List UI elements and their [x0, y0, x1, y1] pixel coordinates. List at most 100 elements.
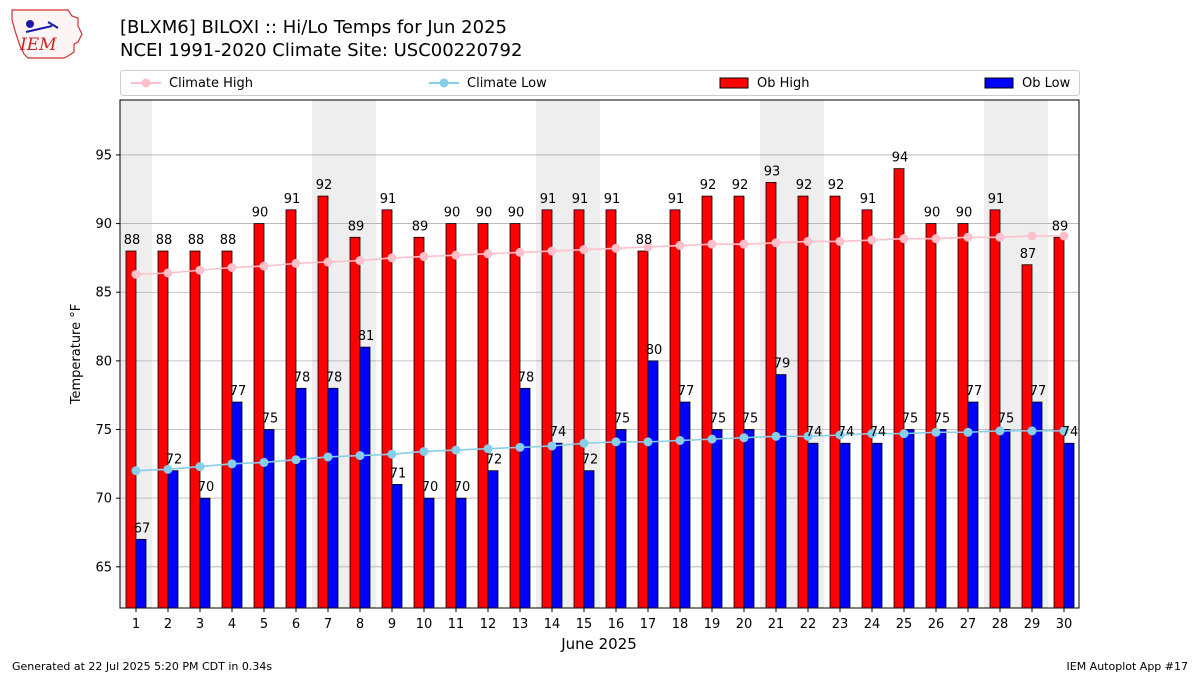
climate-high-point — [419, 252, 429, 262]
ob-low-value-label: 77 — [230, 384, 247, 399]
climate-high-point — [579, 245, 589, 255]
climate-high-point — [483, 249, 493, 259]
climate-lines — [131, 231, 1069, 476]
ob-high-value-label: 92 — [316, 178, 333, 193]
ob-low-value-label: 77 — [966, 384, 983, 399]
ob-high-value-label: 92 — [700, 178, 717, 193]
x-tick-label: 26 — [928, 617, 945, 632]
plot-frame — [119, 99, 1080, 609]
climate-high-point — [835, 236, 845, 246]
climate-low-point — [451, 445, 461, 455]
legend-label-climate-high: Climate High — [169, 75, 254, 91]
x-tick-label: 16 — [608, 617, 625, 632]
ob-high-bar — [861, 209, 873, 609]
ob-low-value-label: 72 — [486, 453, 503, 468]
ob-low-value-label: 70 — [198, 480, 215, 495]
ob-high-bar — [829, 195, 841, 609]
climate-low-point — [227, 459, 237, 469]
x-tick-label: 10 — [416, 617, 433, 632]
ob-high-value-label: 88 — [188, 233, 205, 248]
ob-high-value-label: 88 — [156, 233, 173, 248]
logo-text: IEM — [19, 35, 57, 55]
ob-low-bar — [359, 346, 371, 609]
x-tick-label: 2 — [164, 617, 172, 632]
climate-low-point — [259, 457, 269, 467]
climate-low-point — [771, 431, 781, 441]
ob-low-bar — [391, 484, 403, 609]
x-tick-label: 30 — [1056, 617, 1073, 632]
climate-high-point — [675, 241, 685, 251]
chart-title: [BLXM6] BILOXI :: Hi/Lo Temps for Jun 20… — [120, 17, 507, 38]
ob-high-bar — [477, 223, 489, 609]
y-tick-label: 80 — [95, 354, 112, 369]
ob-low-bar — [519, 387, 531, 609]
bars — [125, 168, 1075, 609]
ob-low-value-label: 75 — [742, 412, 759, 427]
ob-low-bar — [679, 401, 691, 609]
x-tick-label: 24 — [864, 617, 881, 632]
ob-high-value-label: 93 — [764, 164, 781, 179]
x-tick-label: 27 — [960, 617, 977, 632]
y-tick-label: 95 — [95, 148, 112, 163]
ob-low-bar — [551, 442, 563, 609]
ob-high-bar — [125, 250, 137, 609]
ob-high-value-label: 92 — [828, 178, 845, 193]
ob-low-bar — [615, 429, 627, 609]
generated-timestamp: Generated at 22 Jul 2025 5:20 PM CDT in … — [12, 660, 273, 673]
climate-high-point — [355, 256, 365, 266]
climate-high-point — [195, 265, 205, 275]
ob-high-bar — [1021, 264, 1033, 609]
climate-low-point — [355, 451, 365, 461]
x-axis-label: June 2025 — [560, 635, 637, 653]
ob-low-bar — [583, 470, 595, 609]
ob-low-value-label: 70 — [454, 480, 471, 495]
climate-high-point — [387, 253, 397, 263]
x-tick-label: 21 — [768, 617, 785, 632]
bar-labels: 88 88 88 88 90 91 92 89 91 89 90 90 90 91 91 91 88 91 92 92… — [124, 151, 1079, 537]
climate-low-point — [643, 437, 653, 447]
x-tick-label: 18 — [672, 617, 689, 632]
ob-low-value-label: 72 — [166, 453, 183, 468]
ob-high-value-label: 91 — [604, 192, 621, 207]
climate-high-point — [163, 268, 173, 278]
ob-low-bar — [295, 387, 307, 609]
climate-low-point — [707, 434, 717, 444]
climate-low-point — [579, 438, 589, 448]
ob-low-value-label: 74 — [870, 425, 887, 440]
climate-high-swatch-icon — [131, 78, 161, 88]
legend-label-ob-high: Ob High — [757, 75, 810, 91]
climate-low-point — [163, 464, 173, 474]
ob-low-bar — [455, 497, 467, 609]
ob-low-bar — [199, 497, 211, 609]
ob-high-value-label: 91 — [860, 192, 877, 207]
climate-low-point — [547, 441, 557, 451]
ob-low-swatch-icon — [984, 77, 1014, 89]
ob-low-value-label: 79 — [774, 357, 791, 372]
ob-high-value-label: 91 — [572, 192, 589, 207]
y-tick-label: 90 — [95, 217, 112, 232]
ob-low-bar — [743, 429, 755, 609]
climate-high-point — [771, 238, 781, 248]
ob-high-bar — [1053, 236, 1065, 609]
ob-low-bar — [135, 538, 147, 609]
climate-low-point — [1027, 426, 1037, 436]
climate-high-point — [1059, 231, 1069, 241]
ob-low-bar — [231, 401, 243, 609]
ob-high-bar — [349, 236, 361, 609]
ob-high-value-label: 94 — [892, 151, 909, 166]
ob-low-bar — [871, 442, 883, 609]
ob-high-value-label: 89 — [412, 219, 429, 234]
climate-high-point — [259, 261, 269, 271]
ob-low-bar — [935, 429, 947, 609]
climate-high-point — [707, 239, 717, 249]
x-tick-label: 22 — [800, 617, 817, 632]
ob-low-bar — [423, 497, 435, 609]
x-tick-label: 3 — [196, 617, 204, 632]
climate-low-point — [803, 431, 813, 441]
ob-high-bar — [573, 209, 585, 609]
ob-high-value-label: 92 — [732, 178, 749, 193]
ob-high-value-label: 91 — [380, 192, 397, 207]
ob-low-value-label: 81 — [358, 329, 375, 344]
y-tick-label: 85 — [95, 286, 112, 301]
